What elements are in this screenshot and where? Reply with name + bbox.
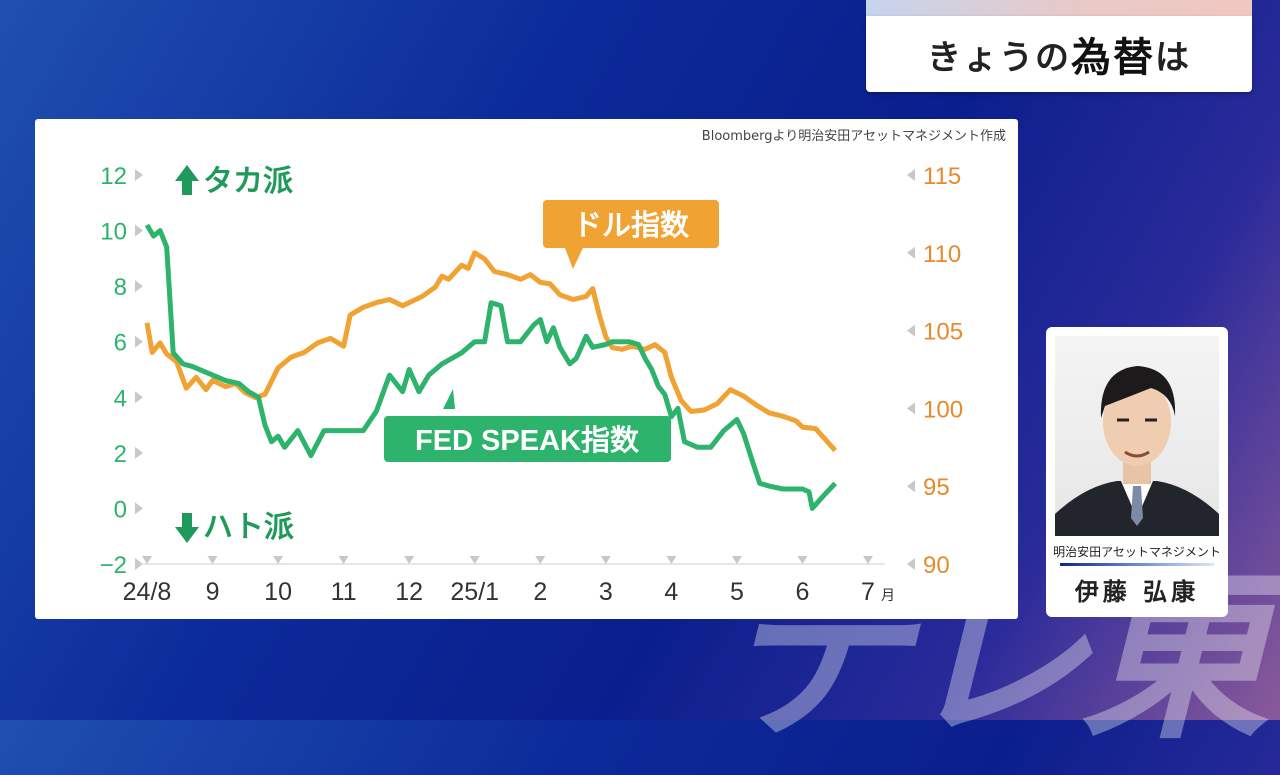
x-tick-label: 6	[796, 578, 810, 606]
left-tick-arrow-icon	[135, 169, 143, 181]
x-tick-arrow-icon	[207, 556, 218, 564]
commentator-card: 明治安田アセットマネジメント 伊藤 弘康	[1046, 327, 1228, 617]
x-tick-label: 10	[264, 578, 292, 606]
left-tick-arrow-icon	[135, 224, 143, 237]
commentator-name: 伊藤 弘康	[1074, 578, 1200, 606]
left-tick-label: 6	[114, 330, 127, 357]
left-tick-arrow-icon	[135, 280, 143, 293]
dollar-label-pointer	[565, 248, 583, 269]
title-accent-strip	[866, 0, 1252, 16]
up-arrow-icon	[175, 165, 199, 195]
x-tick-label: 24/8	[123, 578, 172, 606]
x-tick-arrow-icon	[404, 556, 415, 564]
x-tick-label: 2	[533, 578, 547, 606]
x-tick-label: 5	[730, 578, 744, 606]
x-tick-arrow-icon	[469, 556, 480, 564]
left-tick-arrow-icon	[135, 335, 143, 348]
down-arrow-icon	[175, 513, 199, 543]
up-label: タカ派	[203, 164, 293, 199]
x-tick-arrow-icon	[863, 556, 873, 564]
down-label: ハト派	[203, 510, 294, 545]
x-tick-label: 7	[861, 578, 875, 606]
left-tick-label: −2	[100, 552, 127, 579]
name-divider	[1060, 563, 1214, 566]
dollar-index-line	[144, 250, 838, 453]
right-tick-arrow-icon	[907, 324, 915, 337]
fed-label-box	[384, 416, 671, 462]
left-tick-arrow-icon	[135, 446, 143, 459]
x-tick-arrow-icon	[535, 556, 546, 564]
x-tick-label: 9	[206, 578, 220, 606]
left-tick-label: 0	[114, 496, 127, 523]
x-tick-arrow-icon	[600, 556, 611, 564]
x-tick-arrow-icon	[731, 556, 742, 564]
x-tick-arrow-icon	[273, 556, 284, 564]
title-part3: は	[1155, 37, 1191, 78]
left-tick-label: 10	[100, 219, 127, 246]
x-tick-arrow-icon	[797, 556, 808, 564]
left-tick-label: 4	[114, 385, 127, 412]
right-tick-label: 95	[923, 474, 950, 501]
fed-series-label: FED SPEAK指数	[415, 424, 640, 457]
segment-title: きょうの 為替 は	[866, 16, 1252, 92]
left-tick-label: 2	[114, 441, 127, 468]
title-part1: きょうの	[927, 37, 1071, 78]
person-silhouette-icon	[1055, 366, 1219, 536]
right-tick-label: 105	[923, 319, 963, 346]
x-unit-label: 月	[881, 588, 895, 604]
dollar-label-box	[543, 200, 719, 248]
left-tick-arrow-icon	[135, 502, 143, 515]
x-tick-label: 25/1	[450, 578, 499, 606]
left-tick-arrow-icon	[135, 391, 143, 404]
x-tick-label: 11	[331, 578, 357, 606]
chart-source: Bloombergより明治安田アセットマネジメント作成	[701, 129, 1006, 144]
chart-panel: Bloombergより明治安田アセットマネジメント作成 12 10 8 6 4 2 0 −2 1…	[35, 119, 1018, 619]
x-tick-label: 3	[599, 578, 613, 606]
x-tick-arrow-icon	[338, 556, 349, 564]
right-tick-label: 115	[923, 163, 961, 190]
x-tick-label: 12	[395, 578, 423, 606]
fed-label-pointer	[443, 389, 455, 409]
right-tick-label: 90	[923, 552, 950, 579]
right-tick-arrow-icon	[907, 558, 915, 570]
left-tick-label: 8	[114, 274, 127, 301]
dollar-series-label: ドル指数	[573, 208, 690, 242]
right-tick-label: 110	[923, 241, 961, 268]
x-tick-arrow-icon	[666, 556, 677, 564]
commentator-photo	[1055, 336, 1219, 536]
right-tick-label: 100	[923, 396, 963, 423]
right-tick-arrow-icon	[907, 246, 915, 259]
right-tick-arrow-icon	[907, 480, 915, 493]
title-part2: 為替	[1071, 35, 1155, 81]
x-tick-arrow-icon	[142, 556, 152, 564]
x-tick-label: 4	[664, 578, 678, 606]
fed-speak-line	[144, 223, 838, 511]
right-tick-arrow-icon	[907, 169, 915, 181]
left-tick-label: 12	[100, 163, 127, 190]
right-tick-arrow-icon	[907, 402, 915, 415]
commentator-company: 明治安田アセットマネジメント	[1053, 545, 1221, 559]
